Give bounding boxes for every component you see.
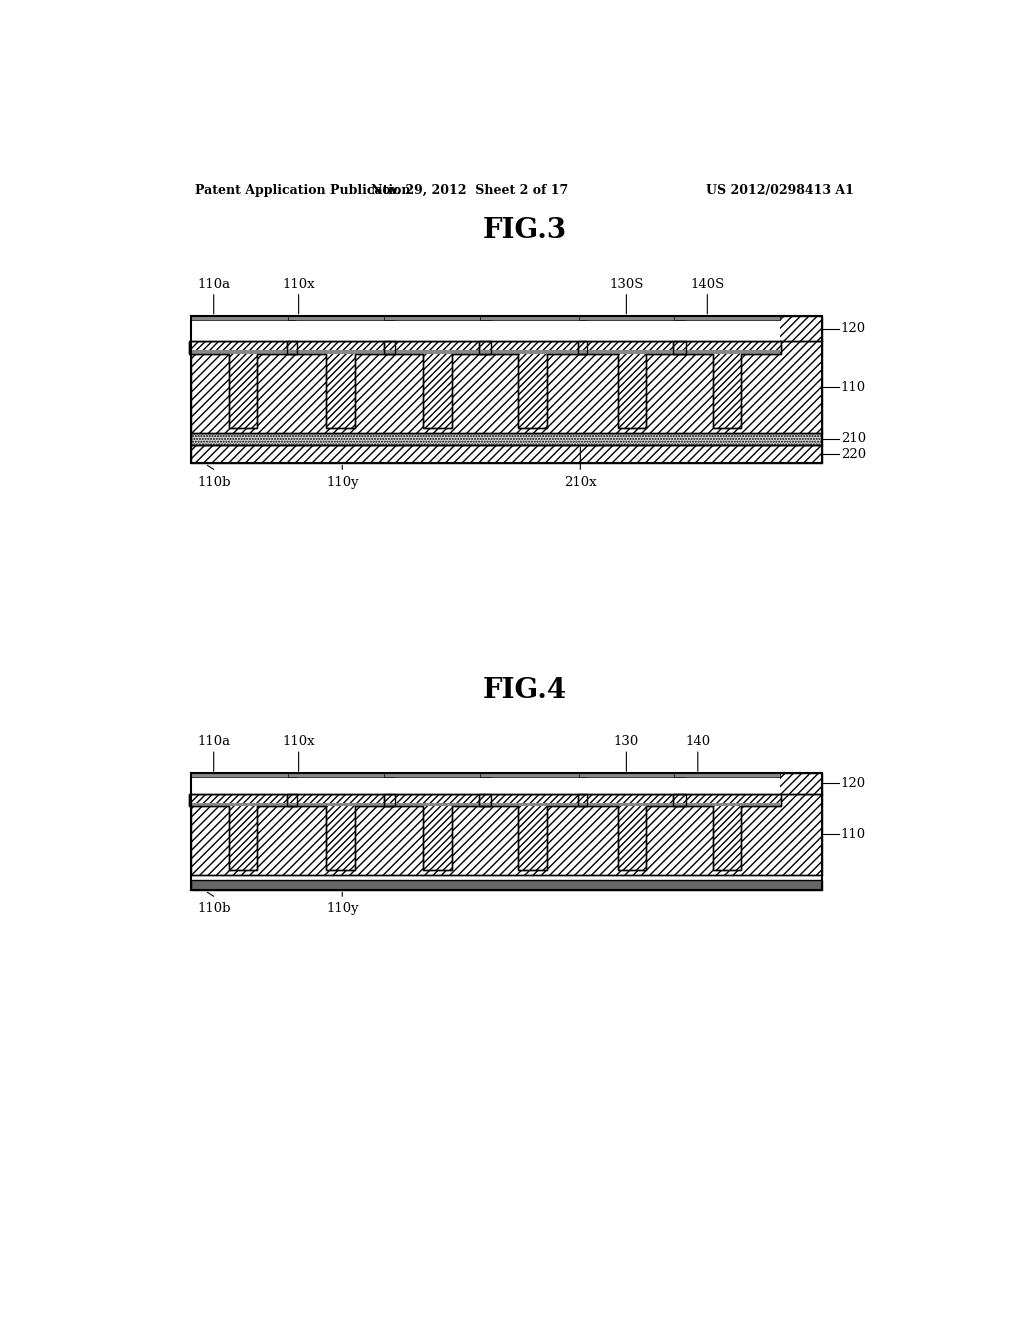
Text: FIG.3: FIG.3 — [482, 218, 567, 244]
Polygon shape — [288, 803, 394, 805]
Polygon shape — [674, 803, 780, 805]
Polygon shape — [674, 774, 780, 777]
Polygon shape — [479, 351, 586, 354]
Polygon shape — [189, 342, 297, 428]
Polygon shape — [479, 793, 587, 870]
Polygon shape — [479, 803, 586, 805]
Text: 130: 130 — [613, 735, 639, 748]
Text: 110x: 110x — [283, 277, 315, 290]
Polygon shape — [579, 774, 685, 777]
Polygon shape — [479, 318, 586, 342]
Polygon shape — [579, 775, 685, 793]
Polygon shape — [191, 774, 822, 793]
Polygon shape — [479, 342, 587, 428]
Text: Patent Application Publication: Patent Application Publication — [196, 183, 411, 197]
Text: US 2012/0298413 A1: US 2012/0298413 A1 — [707, 183, 854, 197]
Polygon shape — [189, 315, 296, 319]
Polygon shape — [287, 793, 394, 870]
Polygon shape — [191, 880, 822, 890]
Text: 110y: 110y — [326, 475, 358, 488]
Text: 110y: 110y — [326, 903, 358, 915]
Text: 210x: 210x — [564, 475, 597, 488]
Text: 110: 110 — [841, 380, 865, 393]
Polygon shape — [579, 803, 685, 805]
Polygon shape — [288, 318, 394, 342]
Polygon shape — [578, 793, 686, 870]
Polygon shape — [673, 793, 781, 870]
Polygon shape — [191, 342, 822, 433]
Text: 110a: 110a — [198, 735, 230, 748]
Polygon shape — [578, 342, 686, 428]
Text: 110x: 110x — [283, 735, 315, 748]
Text: FIG.4: FIG.4 — [482, 677, 567, 704]
Polygon shape — [673, 342, 781, 428]
Polygon shape — [384, 774, 490, 777]
Polygon shape — [479, 315, 586, 319]
Polygon shape — [384, 793, 492, 870]
Text: Nov. 29, 2012  Sheet 2 of 17: Nov. 29, 2012 Sheet 2 of 17 — [371, 183, 568, 197]
Polygon shape — [579, 351, 685, 354]
Polygon shape — [189, 803, 296, 805]
Polygon shape — [191, 793, 822, 875]
Polygon shape — [288, 774, 394, 777]
Polygon shape — [674, 351, 780, 354]
Polygon shape — [579, 318, 685, 342]
Text: 110a: 110a — [198, 277, 230, 290]
Polygon shape — [191, 445, 822, 463]
Text: 220: 220 — [841, 447, 865, 461]
Polygon shape — [674, 318, 780, 342]
Polygon shape — [384, 775, 490, 793]
Polygon shape — [288, 775, 394, 793]
Text: 110: 110 — [841, 828, 865, 841]
Polygon shape — [384, 315, 490, 319]
Polygon shape — [189, 318, 296, 342]
Polygon shape — [189, 775, 296, 793]
Polygon shape — [288, 315, 394, 319]
Polygon shape — [674, 775, 780, 793]
Polygon shape — [479, 774, 586, 777]
Polygon shape — [189, 351, 296, 354]
Polygon shape — [287, 342, 394, 428]
Polygon shape — [674, 315, 780, 319]
Polygon shape — [384, 351, 490, 354]
Polygon shape — [191, 433, 822, 445]
Text: 130S: 130S — [609, 277, 643, 290]
Text: 120: 120 — [841, 777, 865, 789]
Text: 210: 210 — [841, 433, 865, 445]
Text: 120: 120 — [841, 322, 865, 335]
Text: 110b: 110b — [197, 903, 230, 915]
Polygon shape — [384, 803, 490, 805]
Polygon shape — [479, 775, 586, 793]
Text: 140: 140 — [685, 735, 711, 748]
Polygon shape — [384, 342, 492, 428]
Text: 140S: 140S — [690, 277, 724, 290]
Text: 110b: 110b — [197, 475, 230, 488]
Polygon shape — [288, 351, 394, 354]
Polygon shape — [191, 315, 822, 342]
Polygon shape — [384, 318, 490, 342]
Polygon shape — [189, 793, 297, 870]
Polygon shape — [579, 315, 685, 319]
Polygon shape — [189, 774, 296, 777]
